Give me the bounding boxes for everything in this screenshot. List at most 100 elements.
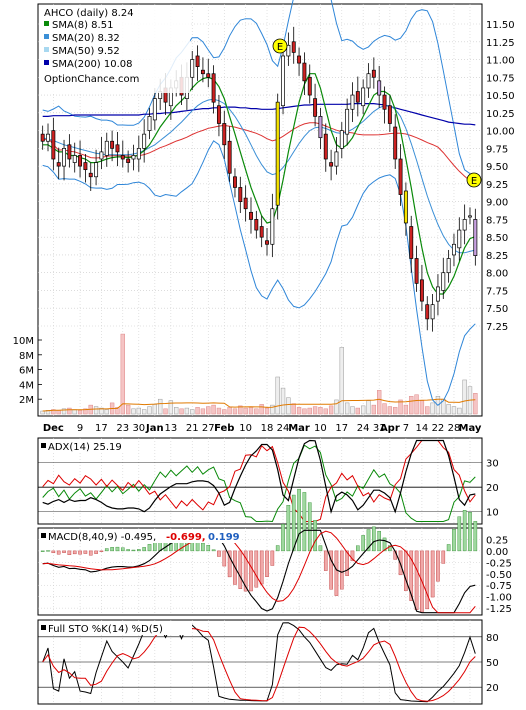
volume-bar (307, 407, 312, 415)
volume-bar (414, 394, 419, 415)
adx-swatch (41, 443, 46, 448)
candle-body (313, 98, 318, 117)
candle-body (334, 151, 339, 167)
volume-bar (371, 404, 377, 415)
sma200-line (42, 103, 476, 126)
candle-body (227, 140, 232, 174)
macd-histogram-bar (227, 550, 232, 578)
volume-bar (104, 409, 109, 415)
volume-bar (195, 407, 200, 415)
legend-sma200: SMA(200) 10.08 (52, 59, 133, 70)
candle-body (409, 226, 414, 259)
candle-body (270, 208, 275, 245)
volume-tick-label: 4M (19, 380, 34, 391)
candle-body (249, 211, 253, 220)
candle-body (345, 108, 350, 135)
candle-body (78, 155, 83, 167)
volume-bar (318, 407, 323, 415)
x-tick-label: 7 (403, 423, 409, 434)
macd-histogram-bar (201, 542, 205, 552)
volume-bar (446, 404, 451, 415)
volume-bar (296, 407, 302, 415)
volume-bar (93, 406, 99, 415)
macd-tick-label: 0.00 (486, 547, 508, 558)
volume-bar (56, 410, 61, 415)
x-tick-label: 17 (95, 423, 108, 434)
volume-bar (382, 403, 387, 415)
candle-body (435, 286, 440, 302)
macd-histogram-bar (313, 519, 317, 552)
macd-label-box (40, 530, 240, 543)
macd-histogram-bar (243, 550, 248, 592)
volume-bar (125, 404, 131, 415)
candle-body (62, 148, 66, 167)
candle-body (46, 133, 50, 142)
macd-histogram-bar (350, 550, 355, 562)
volume-bar (168, 400, 174, 415)
chart-title: AHCO (daily) 8.24 (44, 8, 134, 19)
volume-tick-label: 6M (19, 366, 34, 377)
macd-histogram-bar (345, 550, 349, 576)
candle-body (350, 94, 355, 110)
legend-swatch-sma200 (44, 60, 49, 65)
candle-body (457, 229, 462, 249)
x-tick-label: 22 (432, 423, 445, 434)
volume-bar (190, 409, 195, 415)
macd-histogram-bar (441, 550, 446, 564)
price-tick-label: 10.75 (486, 73, 515, 84)
candle-body (419, 279, 424, 302)
macd-histogram-bar (404, 550, 408, 591)
candle-body (307, 76, 312, 96)
candle-body (318, 116, 323, 139)
price-tick-label: 7.50 (486, 304, 508, 315)
volume-bar (302, 408, 307, 415)
macd-histogram-bar (388, 545, 392, 552)
macd-histogram-bar (115, 546, 120, 552)
macd-histogram-bar (302, 492, 307, 552)
macd-histogram-bar (62, 550, 66, 553)
macd-histogram-bar (318, 545, 323, 552)
macd-histogram-bar (83, 550, 88, 554)
candle-body (120, 155, 125, 160)
candle-body (473, 219, 478, 257)
macd-histogram-bar (382, 537, 387, 552)
macd-histogram-bar (88, 550, 93, 556)
macd-histogram-bar (356, 545, 360, 552)
x-tick-label: Jan (145, 423, 164, 434)
macd-line (42, 529, 476, 614)
volume-bar (339, 347, 344, 415)
macd-histogram-bar (334, 550, 339, 596)
bollinger-lower (42, 140, 476, 406)
volume-bar (286, 397, 291, 415)
volume-bar (398, 399, 403, 415)
macd-histogram-bar (222, 550, 227, 567)
x-tick-label: 28 (448, 423, 461, 434)
legend-box (40, 5, 190, 93)
candle-body (211, 73, 216, 103)
candle-body (40, 133, 45, 142)
volume-bar (115, 407, 120, 415)
candle-body (387, 105, 392, 124)
volume-bar (334, 399, 339, 415)
volume-bar (328, 405, 334, 415)
x-tick-label: 27 (202, 423, 215, 434)
price-tick-label: 7.75 (486, 286, 508, 297)
sto-tick-label: 20 (486, 683, 499, 694)
macd-histogram-bar (206, 545, 211, 552)
candle-body (131, 155, 136, 160)
candle-body (441, 272, 446, 291)
volume-bar (227, 407, 232, 415)
x-tick-label: 21 (186, 423, 199, 434)
candle-body (302, 62, 307, 82)
volume-bar (83, 408, 88, 415)
price-tick-label: 9.00 (486, 198, 508, 209)
macd-swatch (41, 533, 46, 538)
source-label: OptionChance.com (44, 74, 139, 85)
candle-body (275, 101, 280, 206)
sto-swatch (41, 625, 46, 630)
x-tick-label: 31 (373, 423, 386, 434)
price-tick-label: 9.75 (486, 144, 508, 155)
candle-body (72, 155, 77, 163)
volume-bar (403, 404, 409, 415)
